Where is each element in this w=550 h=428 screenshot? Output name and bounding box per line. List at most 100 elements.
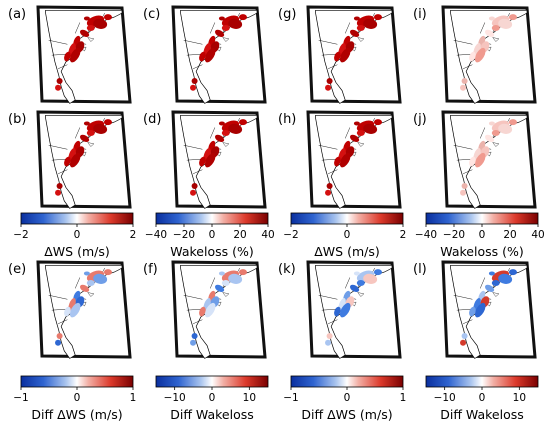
colorbar: −2 0 2 ΔWS (m/s) — [13, 212, 136, 259]
wind-farm-cell — [93, 123, 108, 134]
wind-farm-cell — [103, 119, 112, 126]
colorbar-tick-label: −40 — [415, 229, 437, 241]
wind-farm-cell — [508, 269, 517, 276]
wind-farm-cell — [199, 306, 206, 317]
wind-farm-cell — [484, 284, 495, 293]
wind-farm-cell — [199, 51, 206, 62]
wind-farm-cell — [363, 123, 378, 134]
colorbar: −40 −20 0 20 40 Wakeloss (%) — [415, 212, 545, 259]
wind-farm-cell — [83, 271, 90, 276]
colorbar-tick-label: 20 — [503, 229, 516, 241]
wind-farm-cell — [64, 306, 71, 317]
wind-farm-cell — [460, 84, 467, 91]
colorbar-tick-label: 0 — [74, 229, 81, 241]
colorbar-tick-label: 0 — [74, 392, 81, 404]
colorbar-gradient — [425, 212, 539, 225]
colorbar-tick-label: −10 — [434, 392, 456, 404]
wind-farm-cell — [356, 129, 365, 136]
wind-farm-cell — [204, 152, 216, 168]
colorbar-label: Wakeloss (%) — [440, 244, 523, 259]
wind-farm-cell — [508, 14, 517, 21]
colorbar-tick-label: 0 — [209, 229, 216, 241]
wind-farm-cell — [461, 333, 468, 339]
colorbar-tick-label: −1 — [283, 392, 298, 404]
wind-farm-cell — [325, 84, 332, 91]
wind-farm-cell — [204, 302, 216, 318]
wind-farm-cell — [103, 14, 112, 21]
colorbar-tick-label: 1 — [400, 392, 407, 404]
colorbar: −1 0 1 Diff ΔWS (m/s) — [283, 375, 407, 422]
wind-farm-cell — [488, 271, 495, 276]
wind-farm-cell — [460, 189, 467, 196]
wind-farm-cell — [469, 306, 476, 317]
wind-farm-cell — [191, 183, 198, 189]
panel-label: (d) — [143, 112, 161, 127]
wind-farm-cell — [349, 29, 360, 38]
wind-farm-cell — [218, 121, 225, 126]
wind-farm-cell — [460, 339, 467, 346]
colorbar-label: Diff Wakeloss — [440, 407, 524, 422]
wind-farm-cell — [69, 302, 81, 318]
wind-farm-cell — [474, 47, 486, 63]
wind-farm-cell — [83, 121, 90, 126]
colorbar: −10 0 10 Diff Wakeloss — [425, 375, 539, 422]
wind-farm-cell — [325, 339, 332, 346]
wind-farm-cell — [86, 279, 95, 286]
colorbar: −1 0 1 Diff ΔWS (m/s) — [13, 375, 136, 422]
map-panel: (c) — [143, 5, 267, 104]
wind-farm-cell — [469, 156, 476, 167]
wind-farm-cell — [339, 302, 351, 318]
map-panel: (b) — [8, 110, 132, 209]
wind-farm-cell — [334, 306, 341, 317]
colorbar: −2 0 2 ΔWS (m/s) — [283, 212, 407, 259]
map-panel: (j) — [413, 110, 537, 209]
colorbar-gradient — [290, 212, 404, 225]
wind-farm-cell — [56, 78, 63, 84]
wind-farm-cell — [356, 279, 365, 286]
panel-label: (k) — [278, 262, 296, 277]
wind-farm-cell — [353, 271, 360, 276]
wind-farm-cell — [461, 78, 468, 84]
colorbar-label: ΔWS (m/s) — [44, 244, 109, 259]
wind-farm-cell — [353, 16, 360, 21]
wind-farm-cell — [221, 24, 230, 31]
wind-farm-cell — [491, 24, 500, 31]
colorbar-tick-label: 10 — [243, 392, 256, 404]
colorbar-gradient — [20, 212, 134, 225]
wind-farm-cell — [326, 183, 333, 189]
colorbar-tick-label: 0 — [344, 229, 351, 241]
wind-farm-cell — [484, 29, 495, 38]
map-panel: (k) — [278, 260, 402, 359]
wind-farm-cell — [204, 47, 216, 63]
wind-farm-cell — [190, 339, 197, 346]
wind-farm-cell — [93, 18, 108, 29]
wind-farm-cell — [326, 333, 333, 339]
wind-farm-cell — [221, 279, 230, 286]
wind-farm-cell — [484, 134, 495, 143]
wind-farm-cell — [238, 14, 247, 21]
wind-farm-cell — [498, 273, 513, 284]
wind-farm-cell — [498, 18, 513, 29]
map-panel: (d) — [143, 110, 267, 209]
wind-farm-cell — [339, 47, 351, 63]
colorbar-tick-label: 0 — [479, 392, 486, 404]
wind-farm-cell — [474, 152, 486, 168]
wind-farm-cell — [373, 14, 382, 21]
map-panel: (f) — [143, 260, 267, 359]
map-panel: (a) — [8, 5, 132, 104]
colorbar-gradient — [155, 375, 269, 388]
colorbar-gradient — [20, 375, 134, 388]
wind-farm-cell — [469, 51, 476, 62]
wind-farm-cell — [474, 302, 486, 318]
panel-label: (i) — [413, 7, 427, 22]
colorbar-tick-label: 2 — [400, 229, 407, 241]
wind-farm-cell — [221, 129, 230, 136]
panel-label: (l) — [413, 262, 427, 277]
colorbar-tick-label: −20 — [443, 229, 465, 241]
wind-farm-cell — [373, 269, 382, 276]
wind-farm-cell — [498, 123, 513, 134]
wind-farm-cell — [508, 119, 517, 126]
colorbar: −40 −20 0 20 40 Wakeloss (%) — [145, 212, 275, 259]
map-panel: (g) — [278, 5, 402, 104]
wind-farm-cell — [55, 339, 62, 346]
